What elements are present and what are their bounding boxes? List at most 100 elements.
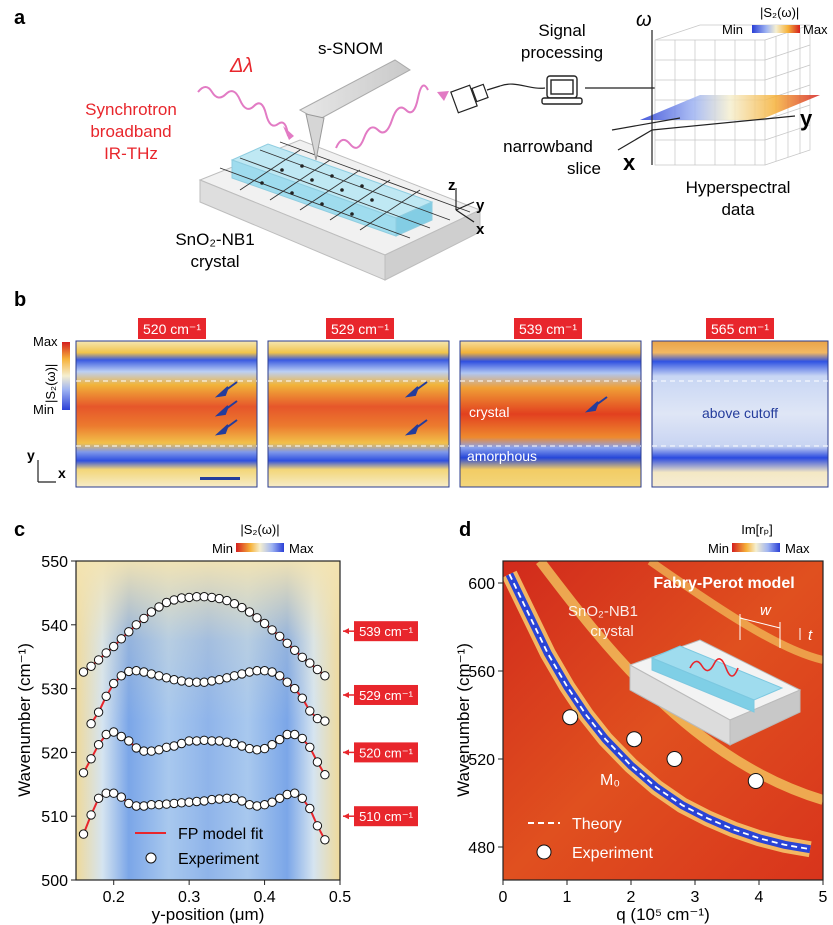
colorbar-c — [236, 543, 284, 552]
delta-lambda-label: Δλ — [229, 55, 253, 77]
incident-arrowhead — [283, 126, 294, 140]
detector-icon — [450, 83, 501, 114]
experiment-point — [199, 796, 209, 806]
experiment-point — [267, 740, 277, 750]
experiment-point-d — [562, 709, 579, 726]
hyperspectral-label: Hyperspectral — [686, 178, 791, 197]
crystal-label-d: SnO₂-NB1 — [568, 603, 638, 620]
experiment-point — [290, 683, 300, 694]
experiment-point — [207, 676, 217, 686]
substrate-right — [384, 209, 481, 281]
experiment-point — [259, 666, 270, 676]
colorbar-b — [62, 342, 70, 410]
x-tick-label-c: 0.2 — [103, 889, 125, 906]
x-tick-label-d: 0 — [499, 889, 508, 906]
x-tick-label-d: 1 — [563, 889, 572, 906]
tag-arrowhead — [343, 691, 349, 698]
experiment-point — [93, 655, 104, 665]
experiment-point — [275, 793, 285, 803]
tag-label: 529 cm⁻¹ — [359, 688, 413, 703]
tag-label: 520 cm⁻¹ — [359, 745, 413, 760]
experiment-point — [109, 678, 119, 689]
experiment-point — [290, 729, 300, 740]
experiment-point — [267, 625, 277, 635]
broadband-label: broadband — [90, 122, 171, 141]
colorbar-c-title: |S₂(ω)| — [240, 522, 279, 537]
scale-bar — [200, 477, 240, 480]
experiment-point — [305, 658, 315, 668]
experiment-point — [305, 706, 315, 716]
plot-c-tags: 539 cm⁻¹ 529 cm⁻¹ 520 cm⁻¹ 510 cm⁻¹ — [343, 621, 418, 827]
map-axis-y: y — [27, 447, 35, 463]
legend-d-theory-label: Theory — [572, 816, 622, 833]
incident-wave — [197, 86, 289, 137]
plot-d-axes: 0 1 2 3 4 5 480 520 560 600 — [468, 576, 827, 906]
panel-d-letter: d — [459, 519, 471, 541]
experiment-point — [86, 661, 96, 671]
scan-grid — [219, 141, 471, 239]
experiment-point — [222, 737, 232, 747]
map-axis-x: x — [58, 465, 66, 481]
experiment-point — [214, 593, 225, 604]
panel-d: d Im[rₚ] Min Max 0 1 2 3 4 5 480 520 560 600 Fabr… — [454, 519, 828, 924]
tag-bg — [354, 684, 418, 705]
panel-b: b Max Min |S₂(ω)| 520 cm⁻¹ 5 — [14, 289, 829, 488]
experiment-point — [146, 746, 157, 756]
signal-processing-label: Signal — [538, 21, 585, 40]
mode-band — [505, 572, 811, 854]
data-label: data — [721, 200, 755, 219]
fabry-perot-title: Fabry-Perot model — [653, 575, 794, 592]
plot-c-axes: 0.2 0.3 0.4 0.5 500 510 520 530 540 550 — [41, 554, 351, 906]
experiment-point — [93, 707, 104, 717]
scan-points — [260, 164, 374, 216]
freq-tag-539-bg — [514, 318, 582, 339]
experiment-point — [109, 727, 119, 737]
experiment-point — [154, 602, 164, 612]
experiment-point — [86, 810, 96, 820]
experiment-point — [237, 602, 247, 613]
colorbar-b-min: Min — [33, 402, 54, 417]
experiment-point — [244, 800, 255, 810]
map-529 — [267, 340, 450, 488]
scattered-arrowhead — [437, 91, 449, 101]
synchrotron-label: Synchrotron — [85, 100, 177, 119]
colorbar-c-min: Min — [212, 541, 233, 556]
experiment-point — [320, 671, 330, 681]
plot-c-series — [78, 592, 330, 845]
legend-c-fit-label: FP model fit — [178, 826, 264, 843]
experiment-point — [297, 733, 307, 744]
experiment-point — [146, 607, 157, 617]
freq-tag-529-bg — [326, 318, 394, 339]
y-tick-label-c: 540 — [41, 618, 68, 635]
experiment-point — [131, 620, 142, 630]
tag-arrowhead — [343, 628, 349, 635]
experiment-point — [259, 743, 270, 754]
tag-bg — [354, 621, 418, 642]
colorbar-c-max: Max — [289, 541, 314, 556]
experiment-point — [320, 716, 330, 726]
experiment-point — [139, 613, 149, 624]
experiment-point — [109, 788, 119, 798]
experiment-point — [214, 675, 225, 685]
tag-bg — [354, 806, 418, 827]
signal-processing-label-2: processing — [521, 43, 603, 62]
experiment-point — [312, 757, 323, 767]
experiment-point — [116, 634, 127, 644]
experiment-point — [282, 789, 292, 800]
experiment-point — [214, 736, 225, 746]
snom-cantilever — [298, 59, 411, 121]
tag-arrowhead — [343, 813, 349, 820]
y-tick-label-c: 520 — [41, 745, 68, 762]
freq-tag-565-bg — [706, 318, 774, 339]
experiment-point — [305, 742, 315, 752]
experiment-point — [320, 835, 330, 845]
x-tick-label-d: 5 — [819, 889, 828, 906]
cube-x-label: x — [623, 150, 636, 175]
experiment-point — [312, 664, 323, 675]
x-tick-label-c: 0.4 — [253, 889, 275, 906]
legend-d-exp-label: Experiment — [572, 845, 653, 862]
sample-x-label: x — [476, 221, 485, 238]
y-tick-label-c: 550 — [41, 554, 68, 571]
freq-tag-565: 565 cm⁻¹ — [711, 321, 769, 337]
signal-line — [499, 83, 546, 89]
